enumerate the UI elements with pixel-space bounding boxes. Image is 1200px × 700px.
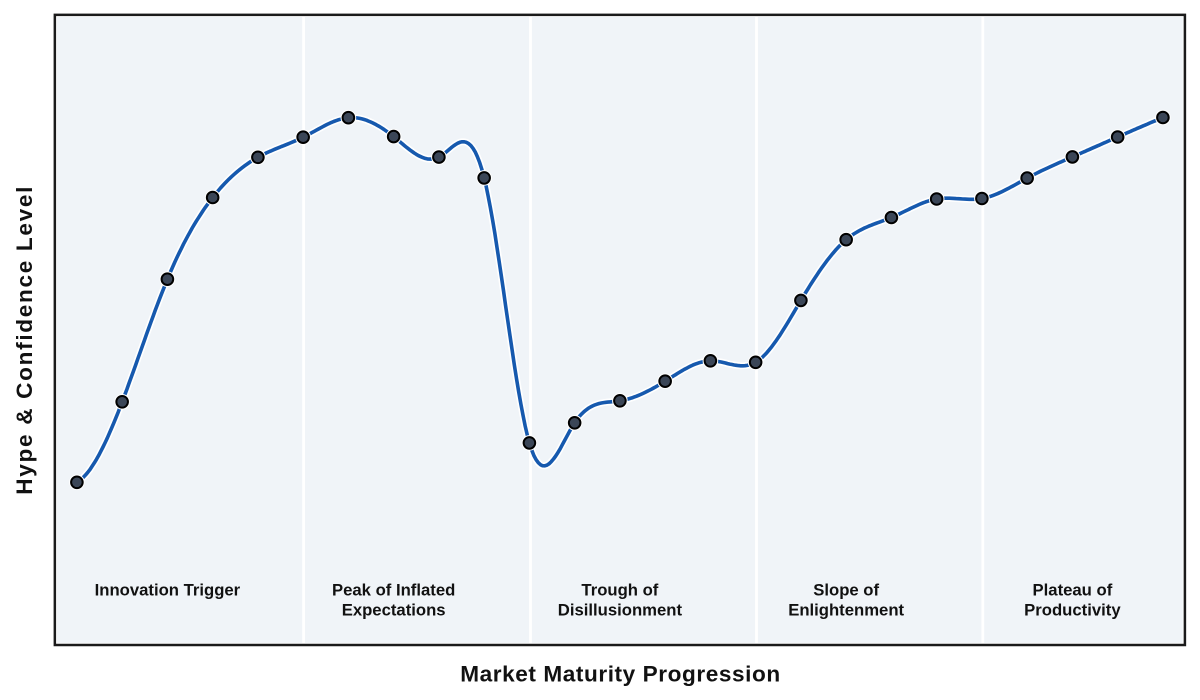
- svg-text:Innovation Trigger: Innovation Trigger: [95, 581, 241, 600]
- svg-text:Hype & Confidence Level: Hype & Confidence Level: [12, 185, 37, 495]
- svg-text:Market Maturity Progression: Market Maturity Progression: [460, 662, 780, 687]
